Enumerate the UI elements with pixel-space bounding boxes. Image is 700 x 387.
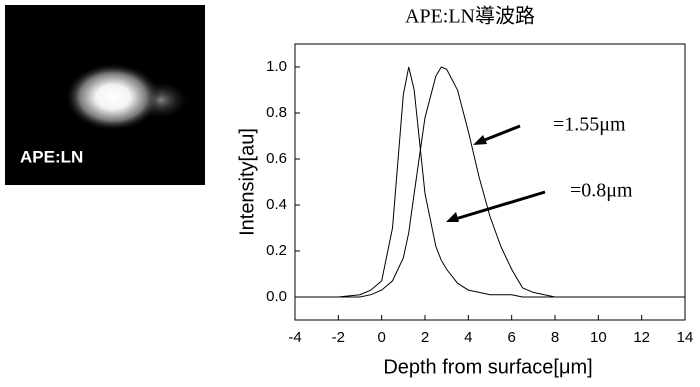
x-tick-label: -4 bbox=[288, 329, 301, 346]
figure: APE:LN APE:LN導波路 Depth from surface[μm] … bbox=[0, 0, 700, 387]
arrow-head bbox=[473, 135, 487, 145]
x-tick-label: 12 bbox=[633, 329, 650, 346]
page: APE:LN APE:LN導波路 Depth from surface[μm] … bbox=[0, 0, 700, 387]
mode-spot bbox=[65, 63, 161, 131]
x-tick-label: 14 bbox=[677, 329, 694, 346]
x-tick-label: 4 bbox=[464, 329, 472, 346]
y-tick-label: 0.4 bbox=[266, 196, 287, 213]
x-tick-label: 2 bbox=[421, 329, 429, 346]
arrow-head bbox=[446, 212, 459, 222]
x-tick-label: 6 bbox=[507, 329, 515, 346]
inset-label: APE:LN bbox=[20, 147, 83, 166]
y-tick-label: 0.6 bbox=[266, 150, 287, 167]
x-tick-label: -2 bbox=[332, 329, 345, 346]
x-tick-label: 10 bbox=[590, 329, 607, 346]
y-tick-label: 0.0 bbox=[266, 288, 287, 305]
y-axis-label: Intensity[au] bbox=[236, 128, 258, 236]
arrow bbox=[452, 192, 545, 220]
chart-title: APE:LN導波路 bbox=[405, 5, 535, 28]
x-axis-label: Depth from surface[μm] bbox=[383, 356, 592, 378]
annotation: =1.55μm bbox=[553, 114, 626, 136]
y-tick-label: 1.0 bbox=[266, 58, 287, 75]
x-tick-label: 8 bbox=[551, 329, 559, 346]
annotation: =0.8μm bbox=[570, 180, 633, 202]
y-tick-label: 0.2 bbox=[266, 242, 287, 259]
y-tick-label: 0.8 bbox=[266, 104, 287, 121]
x-tick-label: 0 bbox=[377, 329, 385, 346]
